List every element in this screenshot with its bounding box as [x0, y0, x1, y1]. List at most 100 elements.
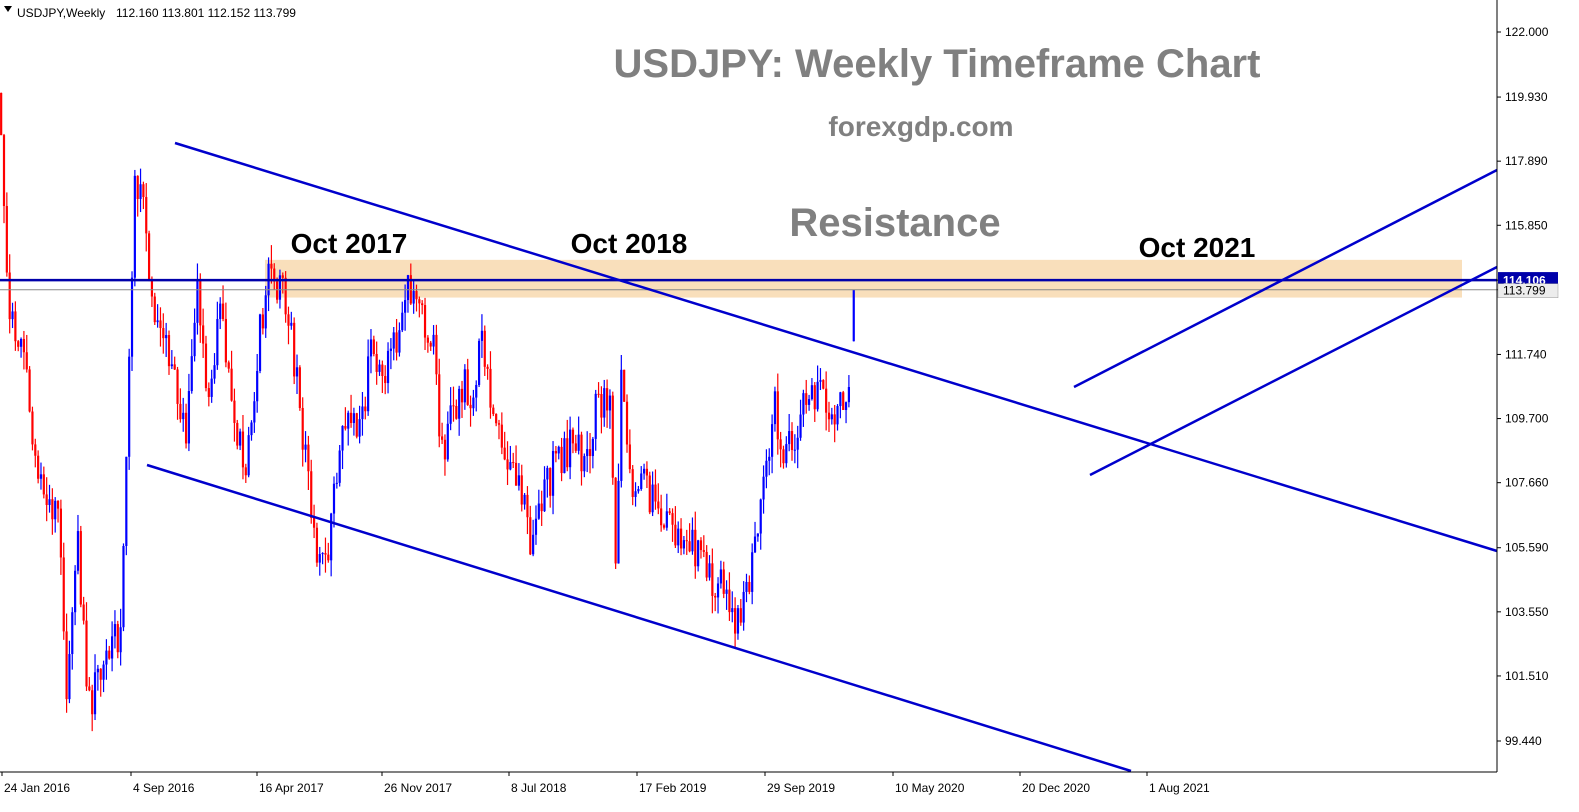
candle-body — [230, 368, 233, 401]
candle — [347, 410, 350, 446]
candle — [241, 415, 245, 480]
candle — [307, 435, 310, 491]
candle-body — [290, 322, 293, 326]
candle — [139, 168, 142, 213]
candle-body — [648, 475, 651, 513]
candle — [725, 580, 728, 610]
candle — [842, 390, 845, 411]
candle — [99, 668, 102, 697]
candle — [327, 542, 330, 563]
candle — [221, 285, 225, 322]
candle — [56, 500, 60, 523]
candle-body — [805, 393, 808, 405]
candle — [230, 350, 233, 402]
candle-body — [719, 569, 722, 584]
candle-body — [617, 480, 620, 564]
candle-body — [742, 591, 745, 623]
candle-body — [475, 384, 478, 398]
candle-body — [759, 499, 762, 534]
candle — [25, 334, 28, 373]
candle-body — [529, 517, 532, 555]
candle — [648, 471, 651, 515]
candle-body — [0, 92, 3, 136]
candle-body — [347, 412, 350, 429]
candle-body — [694, 529, 697, 567]
candle — [486, 364, 489, 380]
candle — [805, 379, 808, 414]
candle-body — [224, 318, 227, 363]
candle — [429, 340, 432, 351]
candle — [142, 181, 145, 210]
candle-body — [674, 524, 677, 546]
candle-body — [71, 612, 74, 655]
candle — [688, 523, 691, 553]
candle — [116, 620, 119, 659]
candle-body — [165, 335, 168, 339]
candle-body — [779, 439, 782, 450]
candle — [111, 621, 114, 672]
candle-body — [586, 449, 589, 457]
candle — [748, 575, 751, 595]
candle-body — [401, 312, 404, 331]
candle-body — [714, 595, 717, 598]
candle — [54, 497, 57, 533]
candle — [711, 548, 714, 614]
candle — [497, 419, 501, 440]
candle-body — [495, 413, 498, 424]
candle-body — [435, 334, 438, 375]
candle-body — [634, 491, 637, 497]
candle — [697, 539, 700, 572]
candle — [529, 505, 532, 556]
candle — [446, 411, 449, 462]
candle — [298, 365, 301, 411]
candle — [301, 397, 304, 467]
candle-body — [68, 654, 71, 700]
candle-body — [88, 686, 91, 691]
candle — [768, 448, 771, 476]
candle — [480, 314, 484, 358]
candle-body — [82, 604, 85, 621]
candle — [847, 375, 851, 408]
candle-body — [335, 482, 338, 484]
price-tick-label: 105.590 — [1505, 541, 1549, 555]
candle — [85, 602, 88, 691]
dropdown-arrow-icon[interactable] — [4, 6, 12, 12]
candle — [68, 640, 71, 704]
candle-body — [773, 391, 777, 425]
candle-body — [785, 444, 788, 464]
candle-body — [748, 581, 751, 592]
candle-body — [768, 456, 771, 461]
candle — [605, 379, 609, 428]
candle-body — [28, 369, 31, 412]
candle — [381, 360, 384, 394]
candle — [540, 490, 543, 526]
candle-body — [361, 406, 364, 420]
date-tick-label: 8 Jul 2018 — [511, 781, 567, 795]
candle — [278, 269, 282, 309]
candle — [500, 412, 503, 455]
candle-body — [770, 424, 774, 457]
candle-body — [839, 392, 842, 407]
candle-body — [34, 444, 37, 456]
candle — [483, 325, 486, 376]
candle — [509, 445, 512, 471]
candle-body — [790, 431, 794, 451]
candle — [802, 389, 805, 427]
candle-body — [566, 438, 569, 468]
candle-body — [386, 350, 390, 384]
candle — [830, 407, 833, 425]
candle — [731, 591, 734, 623]
candle — [645, 461, 649, 489]
candle — [0, 92, 3, 136]
candle-body — [623, 369, 626, 402]
candle-body — [176, 369, 179, 404]
candle-body — [276, 281, 279, 300]
candle-body — [378, 364, 381, 372]
candle — [691, 517, 694, 555]
candle — [554, 446, 557, 463]
candle-body — [2, 135, 6, 207]
candle-body — [460, 388, 464, 403]
date-tick-label: 16 Apr 2017 — [259, 781, 324, 795]
candle-body — [708, 563, 711, 578]
candle-body — [523, 494, 526, 505]
